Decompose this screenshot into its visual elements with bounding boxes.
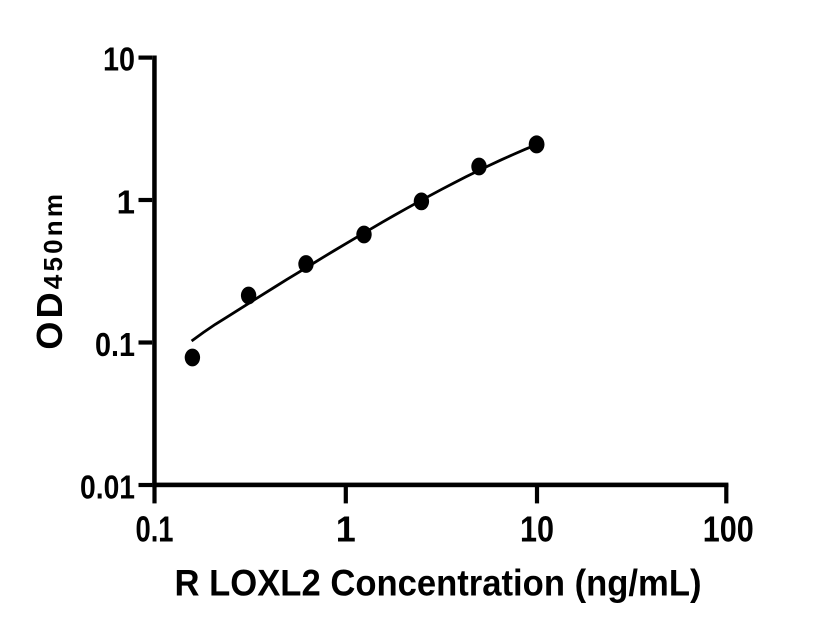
svg-text:0.1: 0.1 xyxy=(136,509,174,550)
svg-text:10: 10 xyxy=(103,41,135,78)
svg-text:100: 100 xyxy=(703,509,754,550)
svg-text:1: 1 xyxy=(117,183,135,220)
svg-text:0.01: 0.01 xyxy=(80,469,135,506)
svg-text:1: 1 xyxy=(336,509,356,550)
svg-text:0.1: 0.1 xyxy=(95,326,135,363)
svg-text:10: 10 xyxy=(520,509,554,550)
svg-text:R LOXL2 Concentration (ng/mL): R LOXL2 Concentration (ng/mL) xyxy=(175,562,702,603)
svg-text:OD450nm: OD450nm xyxy=(29,191,70,350)
